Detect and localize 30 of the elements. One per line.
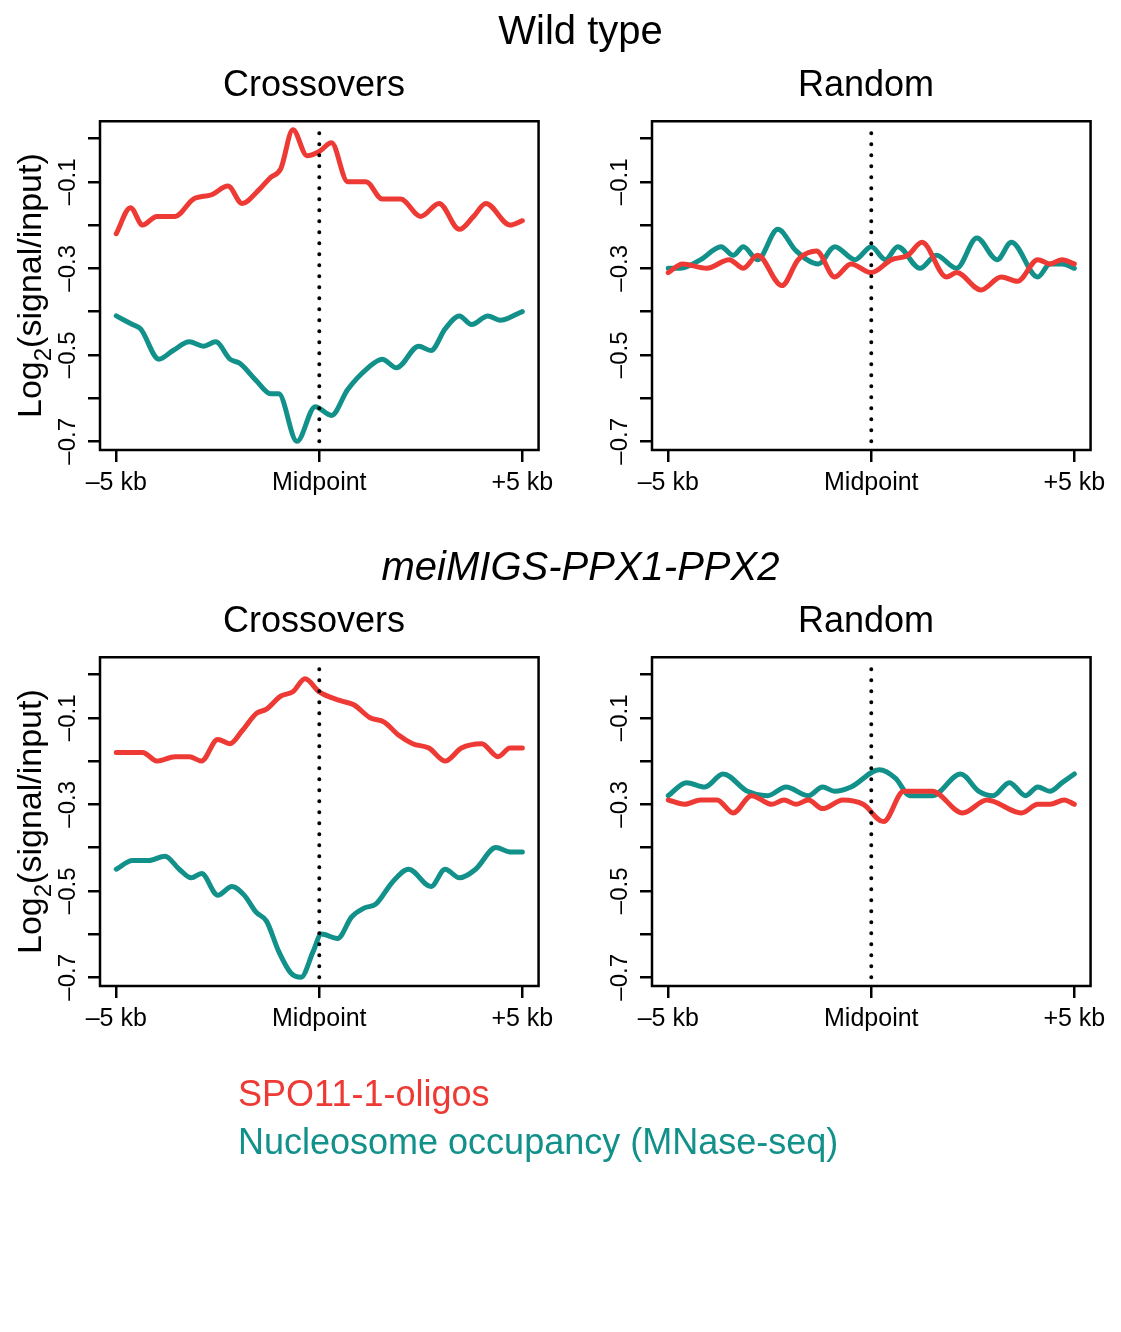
- x-tick-label: Midpoint: [824, 466, 919, 495]
- y-tick-label: –0.7: [52, 953, 80, 1001]
- x-tick-label: +5 kb: [1043, 466, 1106, 495]
- text: Wild type: [498, 8, 663, 52]
- chart-title: Crossovers: [222, 62, 406, 104]
- y-tick-label: –0.1: [604, 694, 632, 742]
- chart-title: Random: [797, 62, 935, 104]
- chart-title: Crossovers: [222, 598, 406, 640]
- y-tick-label: –0.5: [604, 331, 632, 379]
- x-tick-label: –5 kb: [637, 1002, 699, 1031]
- x-tick-label: Midpoint: [272, 1002, 367, 1031]
- chart-title: Random: [797, 598, 935, 640]
- text: SPO11-1-oligos: [238, 1072, 491, 1116]
- y-tick-label: –0.7: [604, 953, 632, 1001]
- x-tick-label: Midpoint: [272, 466, 367, 495]
- x-tick-label: +5 kb: [491, 466, 554, 495]
- y-tick-label: –0.3: [604, 780, 632, 828]
- y-tick-label: –0.3: [604, 244, 632, 292]
- x-tick-label: +5 kb: [491, 1002, 554, 1031]
- text: Nucleosome occupancy (MNase-seq): [238, 1120, 840, 1164]
- x-tick-label: –5 kb: [85, 466, 147, 495]
- y-tick-label: –0.1: [604, 158, 632, 206]
- y-tick-label: –0.7: [52, 417, 80, 465]
- y-tick-label: –0.7: [604, 417, 632, 465]
- x-tick-label: +5 kb: [1043, 1002, 1106, 1031]
- x-tick-label: –5 kb: [637, 466, 699, 495]
- text: meiMIGS-PPX1-PPX2: [381, 544, 780, 588]
- x-tick-label: –5 kb: [85, 1002, 147, 1031]
- x-tick-label: Midpoint: [824, 1002, 919, 1031]
- y-tick-label: –0.5: [604, 867, 632, 915]
